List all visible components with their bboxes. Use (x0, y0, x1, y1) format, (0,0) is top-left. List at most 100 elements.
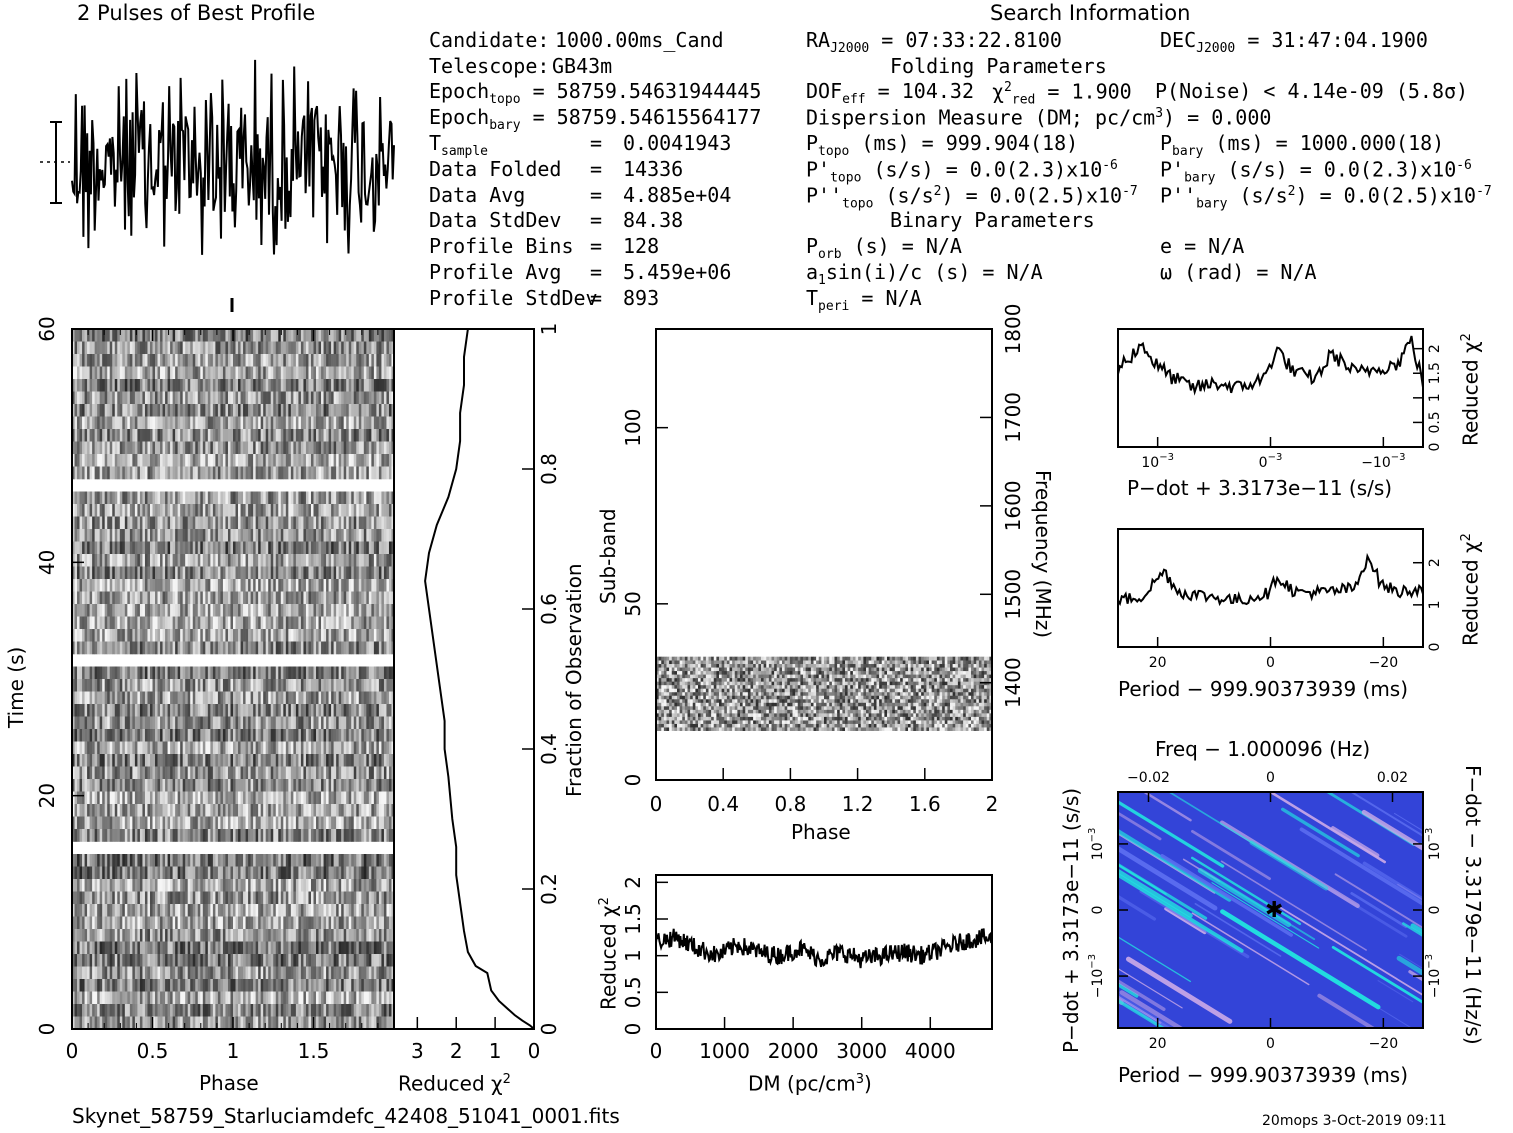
time-phase-cell (147, 716, 151, 730)
time-phase-cell (82, 641, 85, 655)
time-phase-cell (391, 679, 395, 692)
time-phase-cell (303, 504, 307, 517)
time-phase-cell (89, 354, 93, 367)
time-phase-cell (268, 629, 272, 642)
time-phase-cell (149, 629, 153, 642)
time-phase-cell (333, 704, 337, 717)
time-phase-cell (378, 554, 382, 567)
time-phase-cell (152, 691, 156, 705)
time-phase-cell (82, 779, 85, 792)
time-phase-cell (288, 641, 292, 655)
time-phase-cell (283, 741, 287, 755)
time-phase-cell (313, 504, 317, 517)
time-phase-cell (243, 429, 246, 442)
time-phase-cell (225, 554, 229, 567)
time-phase-cell (210, 804, 214, 817)
time-phase-cell (190, 504, 194, 517)
time-phase-cell (366, 341, 370, 355)
time-phase-cell (331, 504, 334, 517)
time-phase-cell (351, 566, 355, 580)
time-phase-cell (303, 604, 307, 617)
time-phase-cell (313, 829, 317, 842)
time-phase-cell (283, 416, 287, 430)
time-phase-cell (127, 554, 131, 567)
time-phase-cell (305, 691, 309, 705)
time-phase-cell (187, 804, 191, 817)
time-phase-cell (308, 454, 312, 467)
time-phase-cell (238, 704, 241, 717)
time-phase-cell (270, 679, 274, 692)
time-phase-cell (124, 366, 128, 380)
time-phase-cell (233, 541, 236, 555)
time-phase-cell (220, 616, 224, 630)
time-phase-cell (192, 416, 196, 430)
time-phase-cell (348, 791, 352, 805)
time-phase-cell (149, 529, 153, 542)
time-phase-cell (303, 716, 307, 730)
time-phase-cell (155, 629, 158, 642)
time-phase-cell (378, 629, 382, 642)
time-phase-cell (260, 716, 264, 730)
time-phase-cell (273, 741, 277, 755)
time-phase-cell (172, 704, 176, 717)
time-phase-cell (260, 366, 264, 380)
time-phase-cell (142, 341, 146, 355)
time-phase-cell (200, 804, 204, 817)
time-phase-cell (94, 729, 98, 742)
time-phase-cell (92, 466, 95, 480)
time-phase-cell (351, 666, 355, 680)
time-phase-cell (222, 366, 226, 380)
time-phase-cell (202, 604, 206, 617)
time-phase-cell (318, 404, 322, 417)
time-phase-cell (92, 666, 95, 680)
time-phase-cell (313, 566, 317, 580)
time-phase-cell (215, 604, 219, 617)
time-phase-cell (243, 466, 246, 480)
time-phase-cell (207, 504, 211, 517)
time-phase-cell (336, 716, 339, 730)
time-phase-cell (134, 766, 138, 780)
time-phase-cell (376, 791, 380, 805)
time-phase-cell (248, 629, 251, 642)
time-phase-cell (383, 616, 387, 630)
time-phase-cell (243, 391, 246, 405)
time-phase-cell (293, 591, 297, 605)
time-phase-cell (222, 466, 226, 480)
time-phase-cell (94, 779, 98, 792)
time-phase-cell (235, 329, 239, 342)
time-phase-cell (124, 429, 128, 442)
time-phase-cell (248, 591, 251, 605)
time-phase-cell (326, 704, 329, 717)
time-phase-cell (167, 416, 171, 430)
time-phase-cell (383, 791, 387, 805)
time-phase-cell (283, 379, 287, 392)
time-phase-cell (94, 441, 98, 455)
time-phase-cell (160, 716, 163, 730)
time-phase-cell (373, 779, 377, 792)
time-phase-cell (238, 691, 241, 705)
time-phase-cell (167, 691, 171, 705)
time-phase-cell (328, 716, 332, 730)
time-phase-cell (165, 616, 168, 630)
time-phase-cell (366, 416, 370, 430)
time-phase-cell (72, 441, 75, 455)
time-phase-cell (190, 816, 194, 830)
time-phase-cell (381, 766, 385, 780)
time-phase-cell (265, 504, 269, 517)
time-phase-cell (343, 416, 347, 430)
time-phase-cell (132, 541, 136, 555)
time-phase-cell (149, 641, 153, 655)
time-phase-cell (119, 504, 123, 517)
time-phase-cell (270, 766, 274, 780)
time-phase-cell (298, 341, 302, 355)
time-phase-cell (356, 741, 360, 755)
time-phase-cell (386, 504, 390, 517)
time-phase-cell (363, 791, 367, 805)
time-phase-cell (288, 454, 292, 467)
time-phase-cell (127, 441, 131, 455)
time-phase-cell (185, 666, 189, 680)
time-phase-cell (202, 391, 206, 405)
time-phase-cell (89, 491, 93, 505)
time-phase-cell (288, 404, 292, 417)
time-phase-cell (137, 416, 141, 430)
